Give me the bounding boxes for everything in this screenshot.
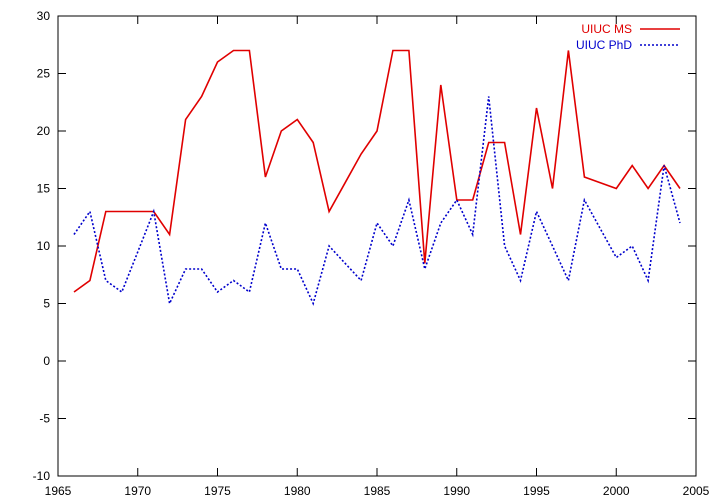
x-tick-label: 1970 — [124, 484, 151, 498]
x-tick-label: 2005 — [683, 484, 710, 498]
x-tick-label: 1975 — [204, 484, 231, 498]
y-tick-label: 30 — [37, 9, 51, 23]
x-tick-label: 2000 — [603, 484, 630, 498]
y-tick-label: -5 — [39, 412, 50, 426]
y-tick-label: 25 — [37, 67, 51, 81]
y-tick-label: -10 — [33, 469, 51, 483]
y-tick-label: 0 — [43, 354, 50, 368]
y-tick-label: 10 — [37, 239, 51, 253]
series-line-uiuc-ms — [73, 49, 681, 293]
x-tick-label: 1965 — [45, 484, 72, 498]
axis-ticks — [57, 15, 697, 477]
x-tick-label: 1995 — [523, 484, 550, 498]
plot-frame — [57, 15, 697, 477]
x-tick-label: 1990 — [443, 484, 470, 498]
y-tick-label: 20 — [37, 124, 51, 138]
legend-label-uiuc-phd: UIUC PhD — [576, 38, 632, 52]
y-tick-label: 5 — [43, 297, 50, 311]
y-tick-label: 15 — [37, 182, 51, 196]
x-axis-tick-labels: 1965 1970 1975 1980 1985 1990 1995 2000 2005 — [45, 484, 710, 498]
legend-label-uiuc-ms: UIUC MS — [581, 22, 632, 36]
x-tick-label: 1980 — [284, 484, 311, 498]
legend: UIUC MS UIUC PhD — [576, 22, 680, 52]
y-axis-tick-labels: -10 -5 0 5 10 15 20 25 30 — [33, 9, 51, 483]
x-tick-label: 1985 — [364, 484, 391, 498]
series-lines — [73, 49, 681, 307]
